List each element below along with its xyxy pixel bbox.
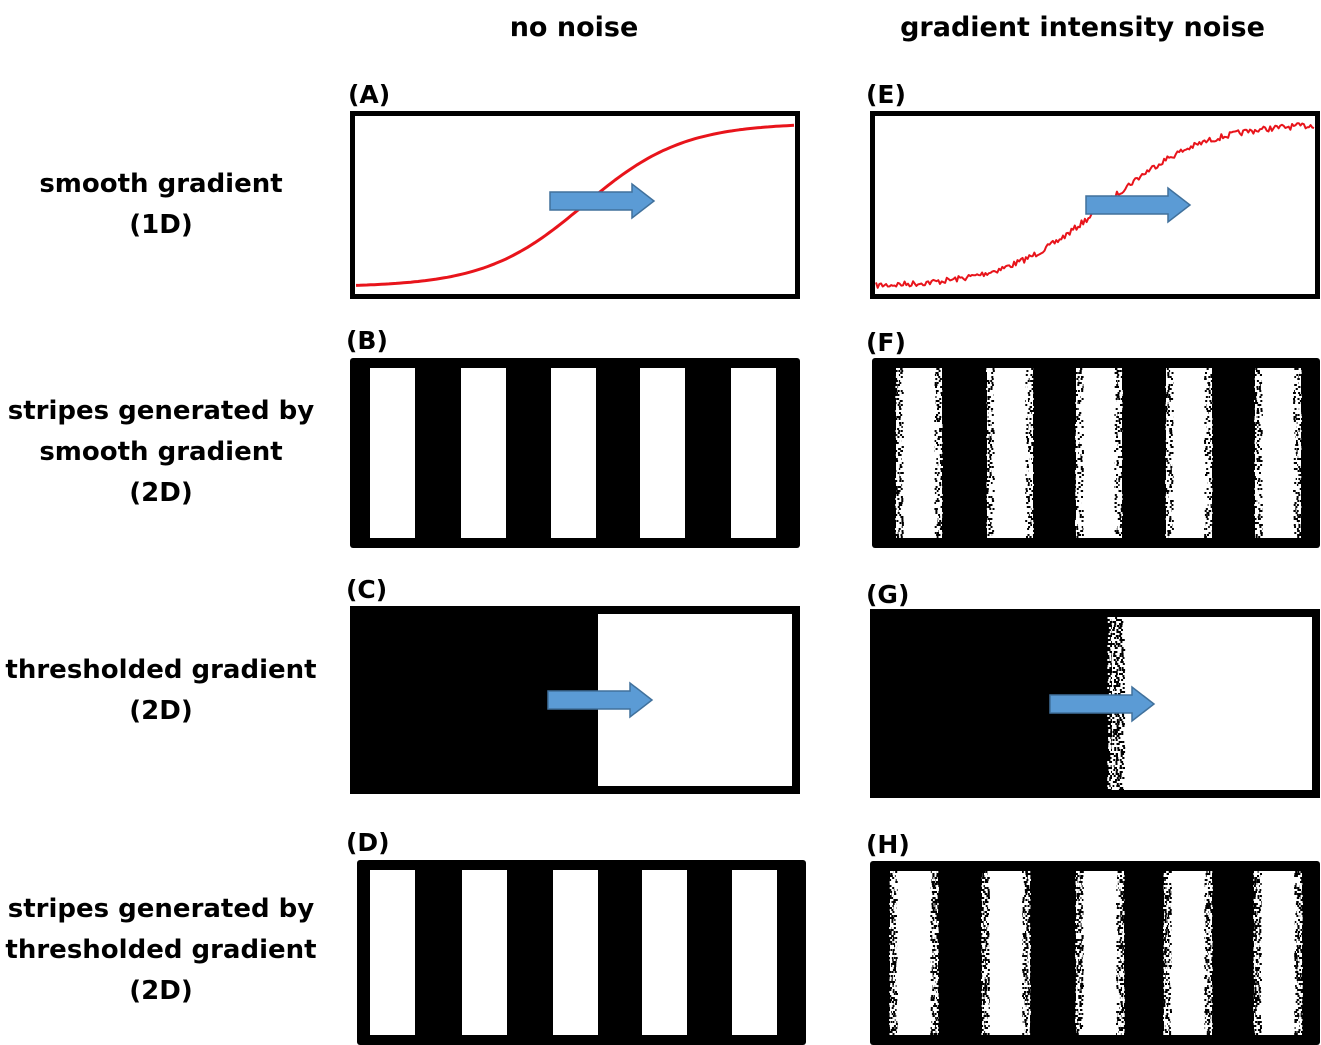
white-stripe <box>1255 368 1301 538</box>
panel-label-f: (F) <box>866 328 906 357</box>
panel-label-c: (C) <box>346 575 388 604</box>
white-stripe <box>987 368 1033 538</box>
stripe-edge-noise <box>1163 871 1213 1035</box>
white-stripe <box>731 368 776 538</box>
panel-c-thresholded-gradient <box>350 606 800 794</box>
white-stripe <box>890 871 938 1035</box>
panel-frame <box>350 111 800 299</box>
stripe-edge-noise <box>895 368 943 538</box>
row-label-smooth-gradient: smooth gradient (1D) <box>39 169 283 240</box>
stripe-edge-noise <box>889 871 939 1035</box>
panel-label-b: (B) <box>346 326 388 355</box>
white-stripe <box>462 870 507 1035</box>
panel-g-noisy-thresholded-gradient <box>870 609 1320 798</box>
white-stripe <box>370 870 415 1035</box>
panel-h-noisy-thresholded-stripes <box>870 861 1320 1045</box>
panel-label-e: (E) <box>866 80 906 109</box>
panel-frame <box>350 606 800 794</box>
panel-frame <box>870 111 1320 299</box>
right-arrow-icon <box>549 182 656 220</box>
white-stripe <box>896 368 942 538</box>
row-label-thresholded-gradient: thresholded gradient (2D) <box>5 655 317 726</box>
column-header-noise: gradient intensity noise <box>900 12 1265 43</box>
panel-f-noisy-smooth-stripes <box>872 358 1320 548</box>
stripe-edge-noise <box>1253 871 1303 1035</box>
panel-label-d: (D) <box>346 828 390 857</box>
panel-e-noisy-gradient <box>870 111 1320 299</box>
right-arrow-icon <box>1049 685 1156 723</box>
row-label-stripes-smooth: stripes generated by smooth gradient (2D) <box>7 396 315 508</box>
sigmoid-curve <box>355 123 795 287</box>
panel-label-a: (A) <box>348 80 391 109</box>
white-stripe <box>1166 368 1212 538</box>
panel-label-g: (G) <box>866 580 910 609</box>
row-label-stripes-thresholded: stripes generated by thresholded gradient… <box>5 894 317 1006</box>
white-stripe <box>1076 871 1124 1035</box>
stripe-edge-noise <box>1254 368 1302 538</box>
panel-a-smooth-gradient <box>350 111 800 299</box>
stripe-edge-noise <box>981 871 1031 1035</box>
white-stripe <box>642 870 687 1035</box>
white-stripe <box>1254 871 1302 1035</box>
white-stripe <box>1164 871 1212 1035</box>
white-stripe <box>553 870 598 1035</box>
white-stripe <box>461 368 506 538</box>
panel-frame <box>870 609 1320 798</box>
panel-d-thresholded-stripes <box>357 860 806 1045</box>
white-stripe <box>640 368 685 538</box>
panel-label-h: (H) <box>866 830 910 859</box>
stripe-edge-noise <box>1075 871 1125 1035</box>
stripe-edge-noise <box>986 368 1034 538</box>
white-stripe <box>551 368 596 538</box>
white-stripe <box>370 368 415 538</box>
right-arrow-icon <box>1085 186 1192 224</box>
panel-b-smooth-stripes <box>350 358 800 548</box>
white-stripe <box>732 870 777 1035</box>
stripe-edge-noise <box>1075 368 1123 538</box>
stripe-edge-noise <box>1165 368 1213 538</box>
right-arrow-icon <box>547 681 654 719</box>
column-header-no-noise: no noise <box>509 12 639 43</box>
